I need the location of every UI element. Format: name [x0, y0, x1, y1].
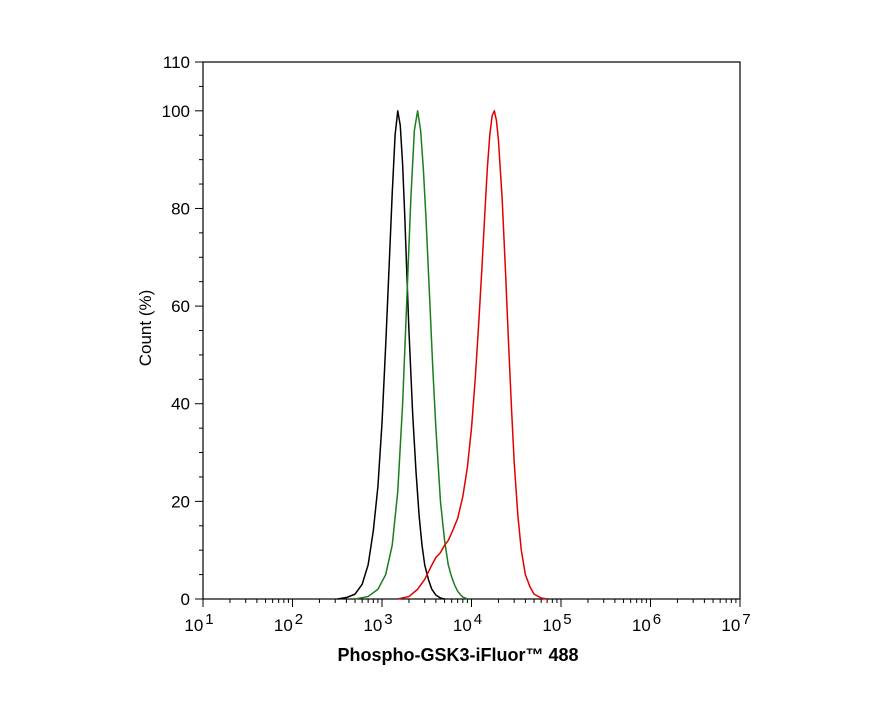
y-axis-label: Count (%): [136, 290, 155, 367]
y-tick-label: 60: [171, 297, 190, 316]
x-tick-label: 10 7: [721, 611, 750, 635]
plot-frame: [202, 61, 741, 600]
x-axis-ticks: 10 1 10 2 10 3 10 4 10 5 10 6 10 7: [184, 599, 751, 635]
series-line-3: [397, 110, 548, 600]
y-tick-label: 100: [162, 102, 190, 121]
x-tick-label: 10 5: [542, 611, 571, 635]
x-tick-label: 10 1: [184, 611, 213, 635]
y-tick-label: 80: [171, 199, 190, 218]
y-axis-ticks: 0 20 40 60 80 100 110: [162, 53, 203, 609]
series-line-1: [337, 110, 445, 600]
series-line-2: [354, 110, 468, 600]
x-tick-label: 10 4: [453, 611, 482, 635]
y-tick-label: 110: [163, 53, 190, 72]
x-tick-label: 10 2: [274, 611, 303, 635]
x-tick-label: 10 3: [363, 611, 392, 635]
y-tick-label: 20: [171, 492, 190, 511]
plot-border: [202, 61, 741, 600]
y-tick-label: 40: [171, 395, 190, 414]
x-axis-label: Phospho-GSK3-iFluor™ 488: [337, 645, 578, 665]
x-tick-label: 10 6: [632, 611, 661, 635]
y-tick-label: 0: [181, 590, 190, 609]
series-layer: [337, 110, 548, 600]
